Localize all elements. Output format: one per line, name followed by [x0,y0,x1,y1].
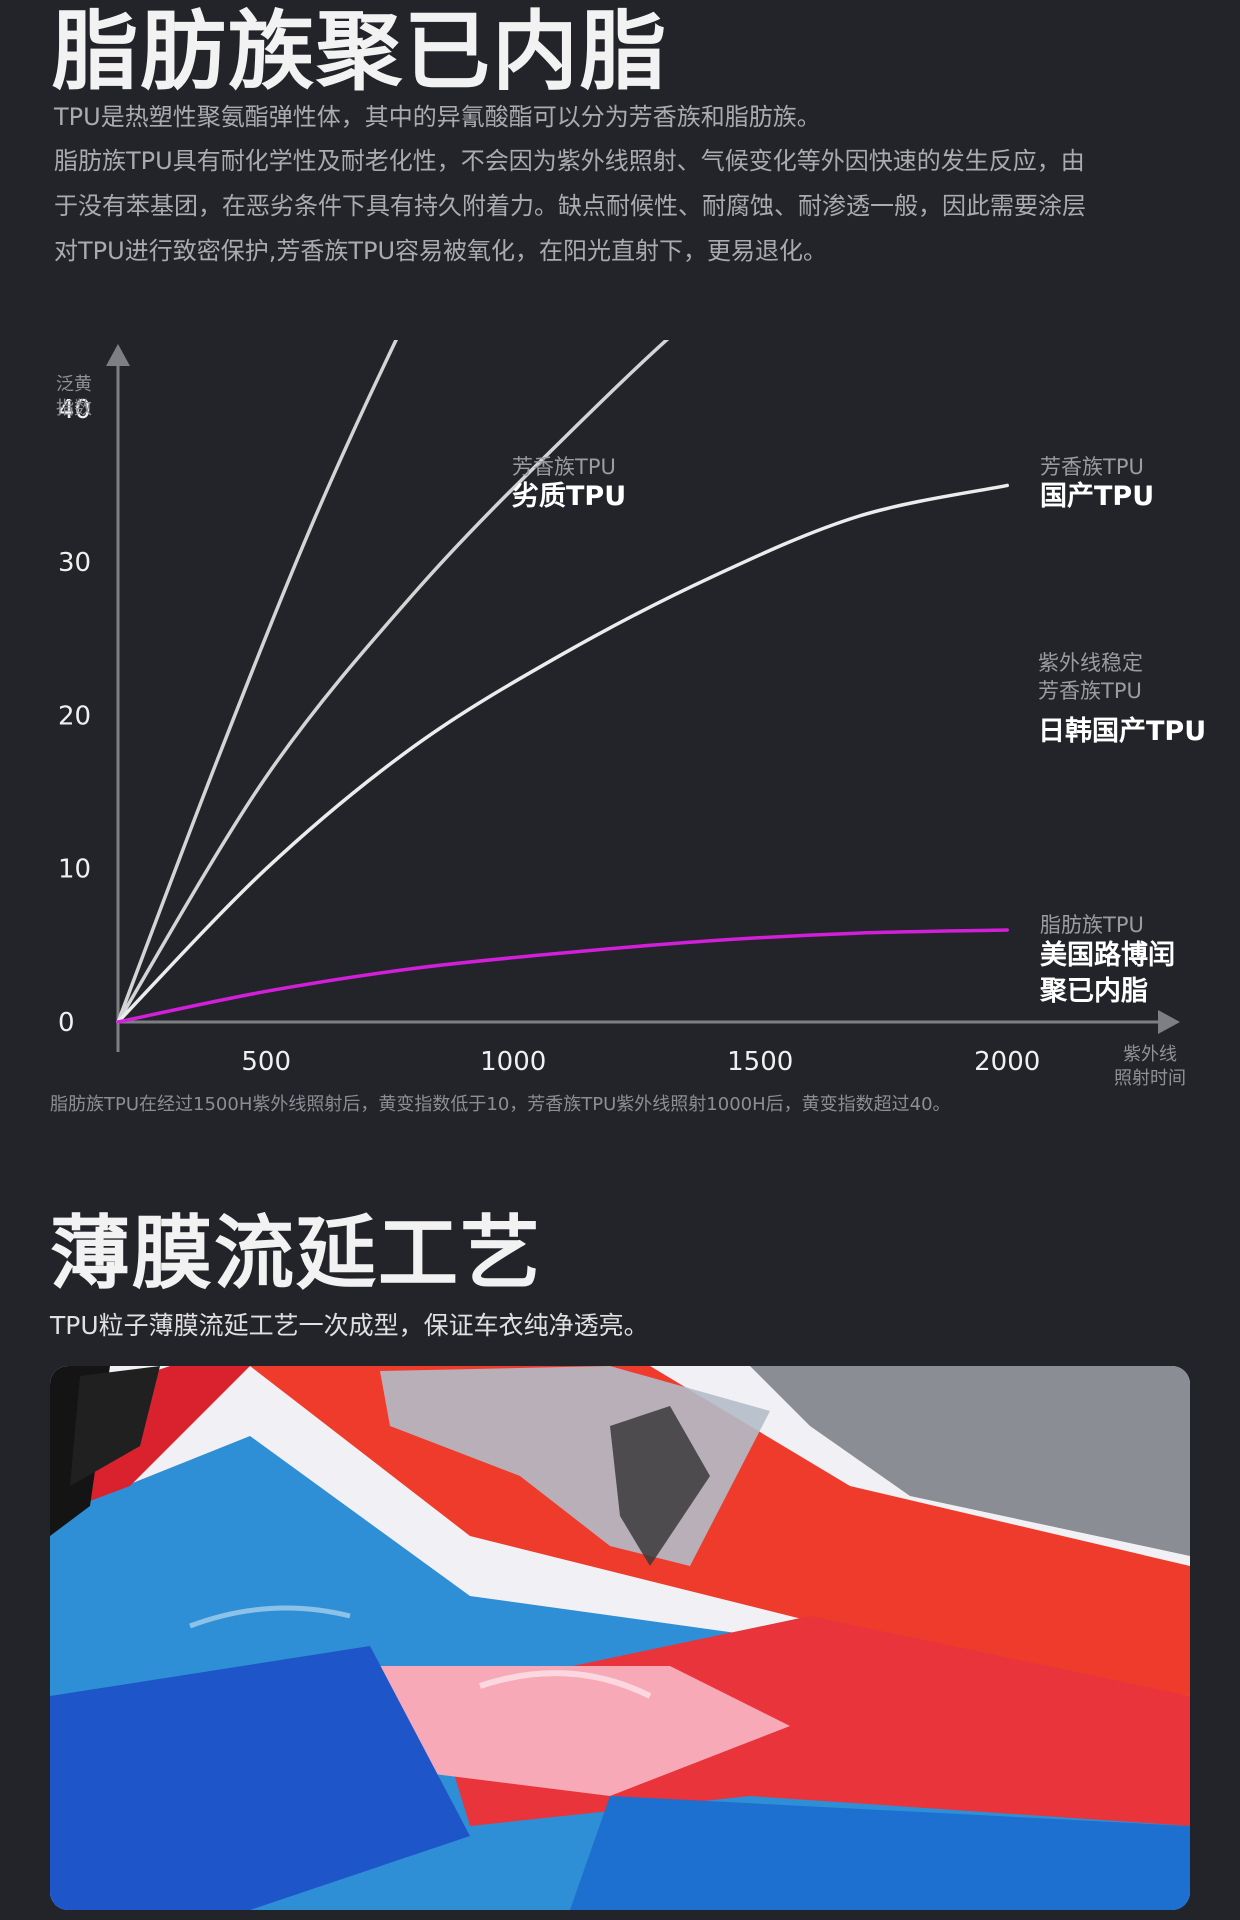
y-tick-label: 40 [58,395,91,425]
series-label-main: 国产TPU [1040,481,1154,512]
intro-paragraph-1: TPU是热塑性聚氨酯弹性体，其中的异氰酸酯可以分为芳香族和脂肪族。 [54,103,821,131]
section1-title: 脂肪族聚已内脂 [52,2,668,102]
x-tick-label: 1500 [727,1047,793,1077]
series-lines [116,340,1009,1024]
y-tick-label: 30 [58,548,91,578]
series-label-main: 劣质TPU [512,481,626,512]
chart-note: 脂肪族TPU在经过1500H紫外线照射后，黄变指数低于10，芳香族TPU紫外线照… [50,1094,951,1115]
intro-paragraph-4: 对TPU进行致密保护,芳香族TPU容易被氧化，在阳光直射下，更易退化。 [54,237,828,265]
y-tick-label: 0 [58,1008,75,1038]
x-tick-label: 2000 [974,1047,1040,1077]
y-axis-label: 泛黄 [56,374,92,395]
series-labels: 芳香族TPU劣质TPU芳香族TPU国产TPU紫外线稳定芳香族TPU日韩国产TPU… [512,455,1206,1007]
y-tick-label: 20 [58,701,91,731]
series-line [116,483,1009,1024]
series-label-sub: 紫外线稳定 [1038,651,1143,675]
section2-title: 薄膜流延工艺 [50,1207,542,1300]
x-tick-label: 1000 [480,1047,546,1077]
intro-paragraph-2: 脂肪族TPU具有耐化学性及耐老化性，不会因为紫外线照射、气候变化等外因快速的发生… [54,147,1085,175]
helmet-film-photo [50,1366,1190,1910]
series-label-main: 聚已内脂 [1039,976,1148,1007]
x-tick-label: 500 [241,1047,291,1077]
series-line [116,340,670,1024]
x-axis-arrow [1158,1010,1180,1034]
y-axis-arrow [106,344,130,366]
series-line [116,340,398,1024]
x-tick-labels: 500 1000 1500 2000 [241,1047,1040,1077]
series-label-sub: 芳香族TPU [512,455,616,479]
x-axis-label: 紫外线 [1123,1044,1177,1065]
x-axis-label: 照射时间 [1114,1068,1186,1089]
series-label-sub: 芳香族TPU [1038,679,1142,703]
intro-paragraph-3: 于没有苯基团，在恶劣条件下具有持久附着力。缺点耐候性、耐腐蚀、耐渗透一般，因此需… [54,192,1086,220]
y-tick-labels: 0102030405060 [58,395,91,1038]
series-line [116,928,1009,1024]
y-tick-label: 10 [58,855,91,885]
y-axis-label: 指数 [56,398,92,419]
series-label-main: 日韩国产TPU [1038,716,1206,747]
series-label-sub: 芳香族TPU [1040,455,1144,479]
series-label-sub: 脂肪族TPU [1040,913,1144,937]
chart-axes [106,344,1180,1052]
section2-subtitle: TPU粒子薄膜流延工艺一次成型，保证车衣纯净透亮。 [50,1311,649,1340]
series-label-main: 美国路博闰 [1040,939,1175,971]
